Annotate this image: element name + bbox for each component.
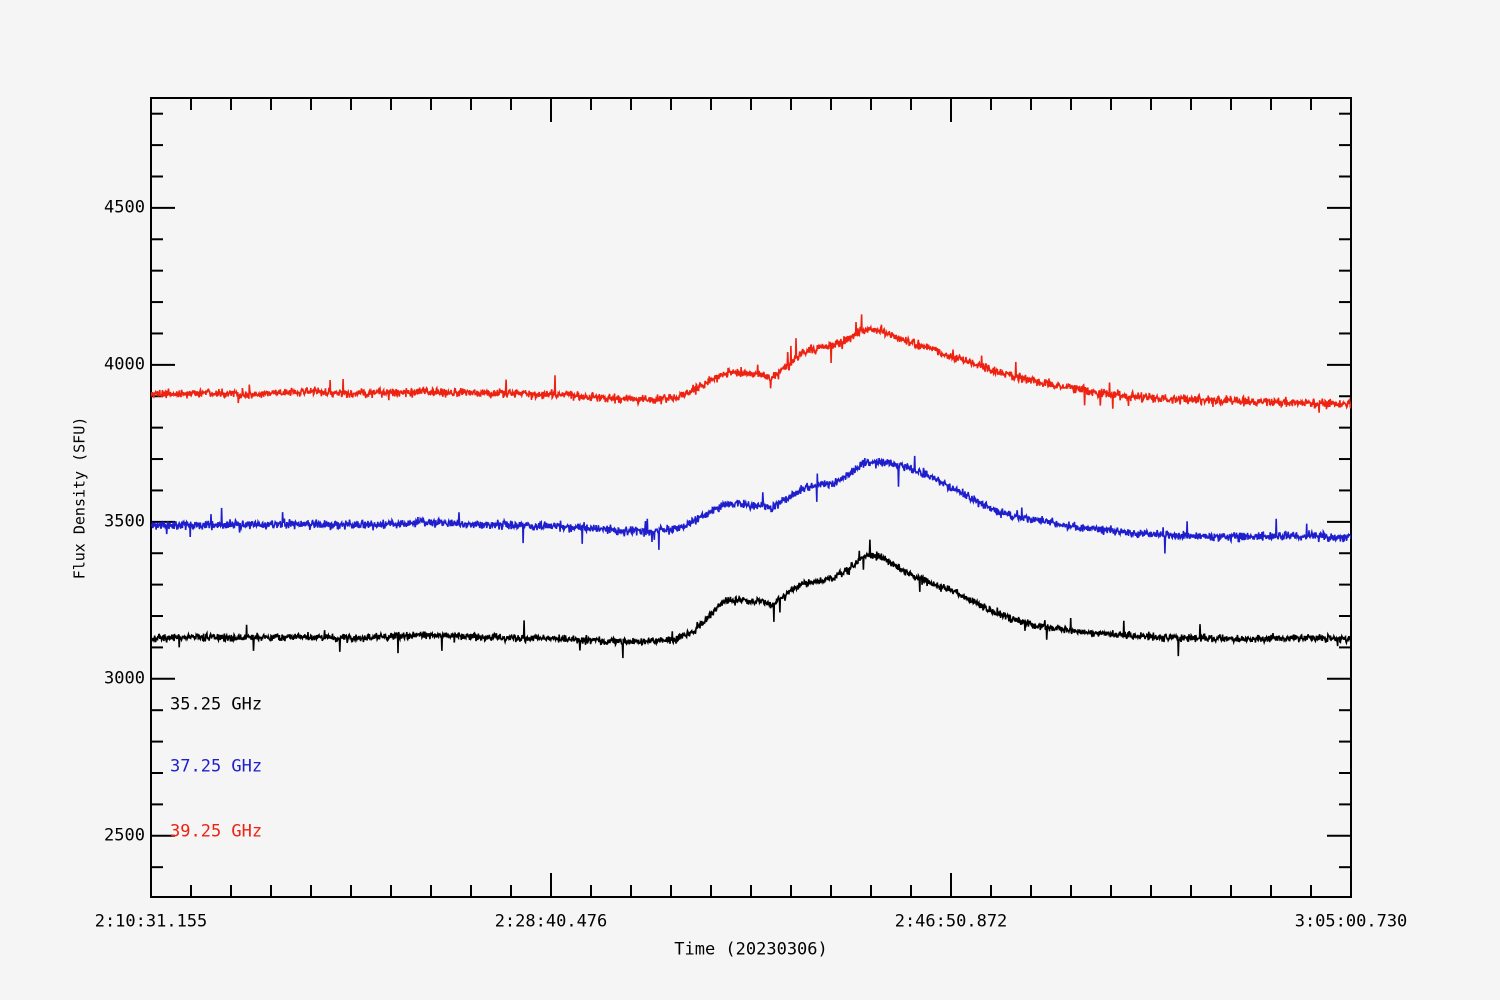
x-tick-label-3: 2:46:50.872 [894, 911, 1008, 932]
y-axis-title: Flux Density (SFU) [70, 416, 89, 579]
legend-item-37-25-ghz: 37.25 GHz [170, 756, 263, 777]
legend-item-39-25-ghz: 39.25 GHz [170, 821, 263, 842]
y-tick-label-4000: 4000 [104, 354, 145, 375]
y-tick-label-2500: 2500 [104, 825, 145, 846]
y-tick-label-3500: 3500 [104, 511, 145, 532]
legend-item-35-25-ghz: 35.25 GHz [170, 694, 263, 715]
x-tick-label-2: 2:28:40.476 [494, 911, 608, 932]
x-axis-title: Time (20230306) [674, 939, 828, 960]
x-tick-label-end: 3:05:00.730 [1294, 911, 1408, 932]
y-tick-label-3000: 3000 [104, 668, 145, 689]
y-tick-label-4500: 4500 [104, 197, 145, 218]
x-tick-label-start: 2:10:31.155 [94, 911, 208, 932]
